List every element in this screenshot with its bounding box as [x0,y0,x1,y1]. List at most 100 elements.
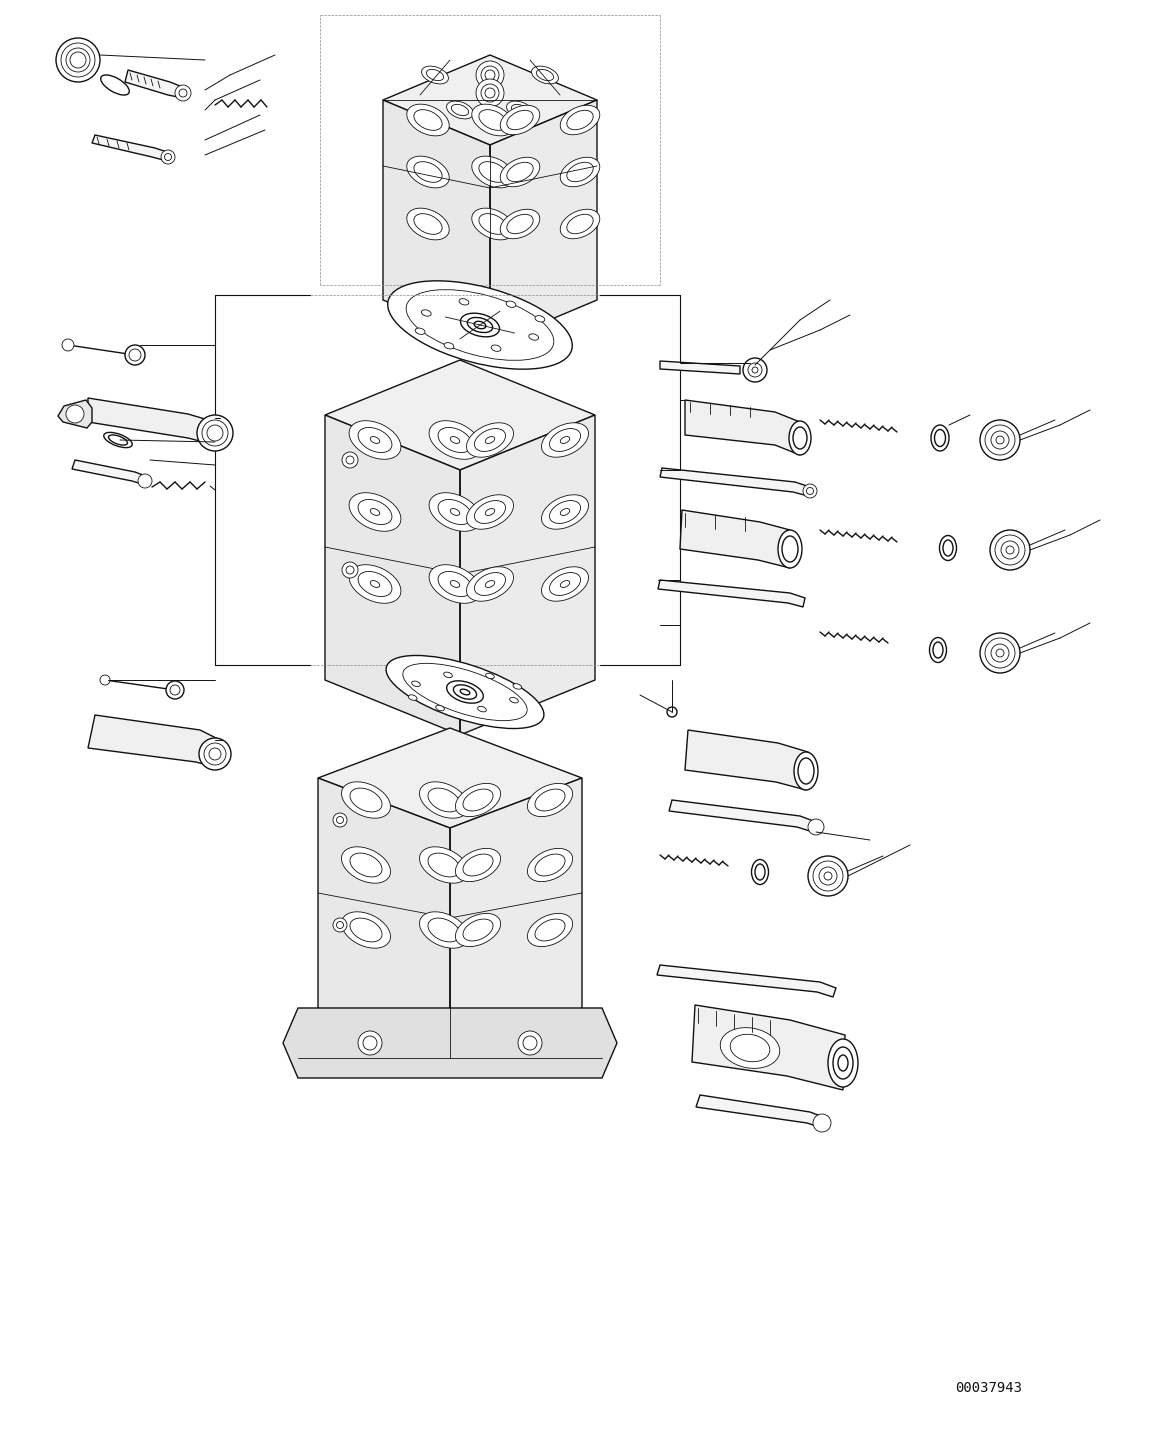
Ellipse shape [463,854,493,876]
Circle shape [806,488,813,495]
Ellipse shape [420,781,469,819]
Ellipse shape [407,156,449,187]
Circle shape [481,66,499,84]
Circle shape [342,452,358,468]
Ellipse shape [566,162,593,182]
Circle shape [991,644,1009,663]
Ellipse shape [507,110,533,130]
Circle shape [808,819,825,836]
Ellipse shape [513,684,522,690]
Ellipse shape [447,681,484,703]
Circle shape [668,707,677,717]
Ellipse shape [798,758,814,784]
Ellipse shape [104,432,133,448]
Ellipse shape [370,581,379,588]
Circle shape [62,339,74,351]
Ellipse shape [349,565,401,604]
Polygon shape [685,730,808,790]
Polygon shape [88,716,220,768]
Ellipse shape [940,535,956,561]
Ellipse shape [466,422,514,458]
Ellipse shape [500,157,540,187]
Ellipse shape [438,428,472,452]
Ellipse shape [475,501,506,524]
Ellipse shape [536,69,554,80]
Circle shape [802,484,816,498]
Ellipse shape [420,912,469,949]
Circle shape [347,456,354,464]
Circle shape [980,633,1020,673]
Polygon shape [658,580,805,607]
Circle shape [170,685,180,695]
Ellipse shape [101,74,129,94]
Circle shape [199,738,231,770]
Ellipse shape [561,157,600,187]
Circle shape [485,70,495,80]
Ellipse shape [412,681,420,687]
Ellipse shape [428,853,461,877]
Ellipse shape [463,788,493,811]
Ellipse shape [485,581,494,588]
Polygon shape [450,778,582,1058]
Ellipse shape [491,345,501,352]
Ellipse shape [370,436,379,444]
Ellipse shape [935,429,946,446]
Text: 00037943: 00037943 [955,1381,1022,1395]
Circle shape [518,1030,542,1055]
Ellipse shape [479,213,507,235]
Ellipse shape [943,539,952,557]
Ellipse shape [932,425,949,451]
Circle shape [743,358,768,382]
Circle shape [129,349,141,361]
Circle shape [813,861,843,892]
Circle shape [336,817,343,823]
Circle shape [202,421,228,446]
Ellipse shape [839,1055,848,1070]
Circle shape [56,39,100,82]
Ellipse shape [428,788,461,811]
Ellipse shape [443,673,452,678]
Circle shape [363,1036,377,1050]
Ellipse shape [475,428,506,451]
Ellipse shape [402,664,527,721]
Polygon shape [685,401,800,455]
Ellipse shape [108,435,128,445]
Circle shape [985,638,1015,668]
Ellipse shape [778,529,802,568]
Polygon shape [88,398,215,445]
Ellipse shape [429,421,481,459]
Circle shape [990,529,1030,570]
Ellipse shape [450,436,459,444]
Polygon shape [317,728,582,829]
Circle shape [808,856,848,896]
Ellipse shape [427,69,443,80]
Ellipse shape [793,426,807,449]
Ellipse shape [535,919,565,942]
Ellipse shape [720,1027,779,1069]
Ellipse shape [794,753,818,790]
Circle shape [358,1030,381,1055]
Ellipse shape [507,162,533,182]
Polygon shape [695,1095,826,1128]
Ellipse shape [561,209,600,239]
Circle shape [996,650,1004,657]
Circle shape [991,431,1009,449]
Circle shape [179,89,187,97]
Ellipse shape [527,783,572,817]
Ellipse shape [486,673,494,678]
Ellipse shape [358,499,392,525]
Polygon shape [72,459,148,485]
Circle shape [481,84,499,102]
Ellipse shape [444,342,454,349]
Ellipse shape [342,847,391,883]
Circle shape [333,919,347,932]
Ellipse shape [456,849,500,881]
Ellipse shape [542,567,588,601]
Ellipse shape [751,860,769,884]
Ellipse shape [456,913,500,946]
Ellipse shape [350,853,381,877]
Ellipse shape [472,207,514,240]
Circle shape [66,405,84,424]
Ellipse shape [438,499,472,525]
Circle shape [197,415,233,451]
